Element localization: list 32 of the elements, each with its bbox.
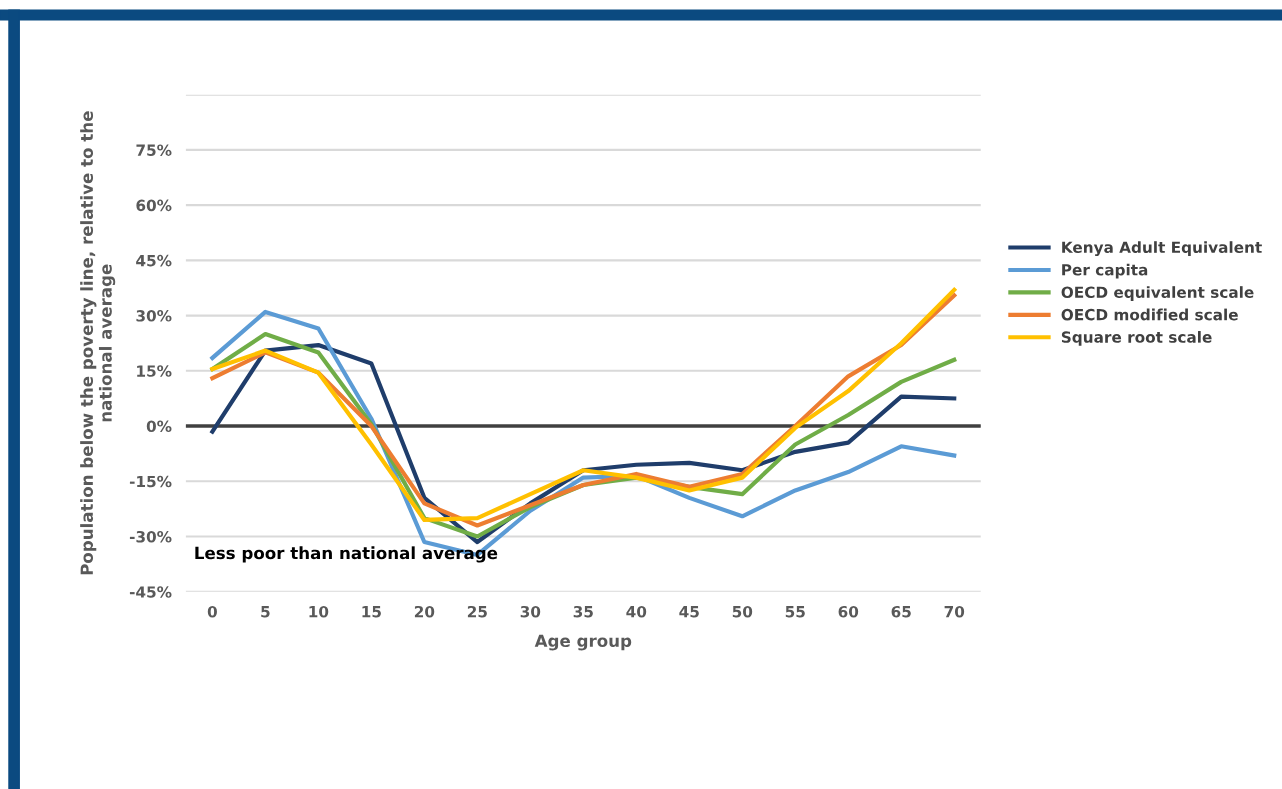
x-tick-label: 55: [785, 606, 805, 618]
x-tick-label: 60: [838, 605, 859, 618]
x-tick-label: 40: [626, 605, 647, 618]
y-tick-label: 15%: [137, 365, 172, 377]
y-axis-title: Population below the poverty line, relative to the national average: [80, 111, 116, 575]
x-tick-label: 70: [944, 605, 965, 618]
y-tick-label: 75%: [136, 144, 172, 156]
x-tick-label: 15: [362, 606, 381, 618]
y-tick-label: 30%: [136, 310, 172, 322]
legend-label: Square root scale: [1061, 331, 1212, 346]
x-tick-label: 0: [207, 605, 217, 618]
x-tick-label: 20: [414, 605, 435, 618]
x-tick-label: 30: [520, 605, 541, 618]
y-tick-label: -45%: [129, 586, 172, 598]
x-tick-label: 10: [309, 605, 329, 618]
y-tick-label: 60%: [136, 199, 172, 212]
legend-label: OECD modified scale: [1061, 308, 1238, 321]
annotation: Less poor than national average: [195, 546, 498, 563]
x-tick-label: 50: [732, 605, 753, 618]
legend-label: OECD equivalent scale: [1061, 286, 1254, 301]
x-tick-label: 25: [467, 605, 487, 618]
x-tick-label: 35: [573, 605, 593, 618]
legend-label: Kenya Adult Equivalent: [1062, 241, 1262, 257]
y-tick-label: -30%: [129, 530, 172, 543]
y-tick-label: 45%: [136, 254, 172, 267]
y-tick-label: -15%: [129, 475, 172, 488]
x-tick-label: 65: [891, 605, 911, 618]
legend-label: Per capita: [1062, 263, 1148, 279]
y-tick-label: 0%: [146, 420, 172, 433]
x-tick-label: 5: [261, 606, 270, 618]
x-tick-label: 45: [679, 606, 699, 618]
x-axis-title: Age group: [534, 634, 632, 651]
